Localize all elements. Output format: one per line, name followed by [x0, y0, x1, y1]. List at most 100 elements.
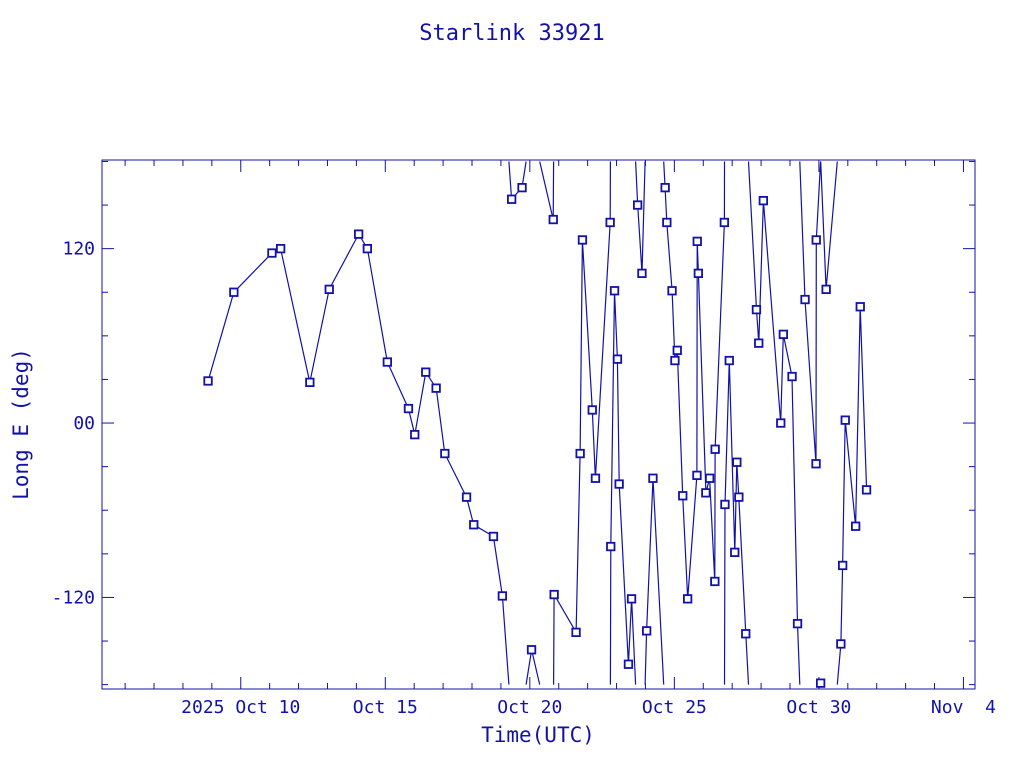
data-point-marker [623, 659, 634, 669]
y-tick-label: -120 [52, 587, 95, 608]
data-point-marker [642, 626, 652, 636]
data-point-marker [488, 531, 499, 542]
data-point-marker [440, 448, 450, 459]
data-point-marker [710, 444, 720, 454]
data-point-marker [548, 214, 558, 225]
data-point-marker [469, 520, 479, 530]
data-point-marker [836, 639, 846, 649]
y-axis-title: Long E (deg) [9, 348, 33, 500]
data-point-marker [692, 236, 702, 247]
data-point-marker [821, 284, 831, 295]
data-point-marker [724, 355, 734, 366]
data-point-marker [506, 194, 517, 204]
data-point-marker [730, 547, 740, 557]
data-point-marker [609, 286, 620, 296]
x-tick-label: Oct 30 [786, 697, 851, 718]
data-point-marker [693, 268, 703, 279]
data-point-marker [701, 488, 711, 498]
data-point-marker [410, 429, 420, 440]
y-tick-label: 00 [73, 413, 95, 434]
data-point-marker [403, 403, 414, 414]
data-point-marker [633, 200, 643, 210]
data-point-marker [692, 470, 702, 481]
data-point-marker [787, 371, 797, 382]
x-tick-label: Nov 4 [931, 697, 996, 718]
x-tick-label: Oct 15 [353, 697, 418, 718]
series-line [644, 478, 665, 685]
data-point-marker [678, 491, 688, 501]
series-line [525, 649, 541, 685]
data-point-marker [741, 629, 751, 639]
data-point-marker [660, 182, 670, 193]
data-point-marker [720, 499, 730, 510]
data-point-marker [362, 243, 373, 254]
data-point-marker [705, 473, 715, 483]
data-point-marker [838, 560, 848, 571]
data-point-marker [667, 286, 677, 296]
series-line [747, 161, 801, 685]
data-point-marker [648, 473, 658, 483]
data-point-marker [461, 492, 472, 502]
series-line [635, 161, 646, 274]
series-line [836, 306, 868, 685]
data-point-marker [792, 619, 803, 629]
data-point-marker [575, 448, 585, 459]
data-point-marker [526, 645, 537, 655]
data-point-marker [577, 235, 588, 245]
series-line [508, 161, 527, 201]
x-tick-label: Oct 20 [497, 697, 562, 718]
data-point-marker [626, 594, 637, 604]
series-line [609, 290, 637, 685]
data-point-marker [229, 287, 239, 297]
data-point-marker [605, 217, 615, 228]
data-point-marker [800, 294, 810, 305]
x-tick-label: 2025 Oct 10 [181, 697, 300, 718]
data-point-marker [840, 415, 850, 425]
data-point-marker [861, 485, 872, 495]
data-point-marker [778, 329, 788, 340]
data-point-marker [751, 304, 762, 315]
data-point-marker [811, 235, 821, 245]
data-point-marker [811, 459, 821, 469]
data-point-marker [816, 678, 826, 688]
series-line [539, 161, 555, 220]
x-axis-title: Time(UTC) [481, 723, 595, 747]
data-point-marker [203, 376, 213, 386]
data-point-marker [431, 383, 441, 393]
data-point-marker [776, 418, 786, 428]
data-point-marker [662, 217, 672, 228]
series-line [663, 161, 726, 599]
data-point-marker [382, 357, 393, 367]
data-point-marker [758, 195, 768, 206]
data-point-marker [275, 243, 286, 254]
x-tick-label: Oct 25 [642, 697, 707, 718]
series-line [799, 161, 822, 464]
data-point-marker [587, 405, 597, 415]
series-line [207, 232, 510, 685]
data-point-marker [517, 182, 527, 193]
data-point-marker [421, 367, 431, 377]
data-point-marker [710, 576, 720, 587]
data-point-marker [670, 355, 680, 366]
data-point-marker [606, 541, 616, 552]
data-point-marker [637, 268, 647, 279]
y-tick-label: 120 [62, 239, 95, 260]
data-point-marker [267, 248, 277, 258]
data-point-marker [614, 479, 624, 489]
data-point-marker [851, 521, 861, 531]
data-point-marker [855, 302, 865, 312]
plot-border [101, 159, 976, 690]
chart-title: Starlink 33921 [419, 21, 604, 46]
series-line [723, 360, 750, 685]
data-point-marker [672, 345, 682, 356]
data-point-marker [590, 473, 601, 483]
data-point-marker [719, 217, 729, 228]
data-point-marker [732, 457, 742, 467]
data-point-marker [497, 591, 508, 601]
data-point-marker [324, 284, 334, 295]
data-point-marker [353, 229, 364, 239]
data-point-marker [305, 377, 315, 388]
data-point-marker [734, 492, 744, 502]
